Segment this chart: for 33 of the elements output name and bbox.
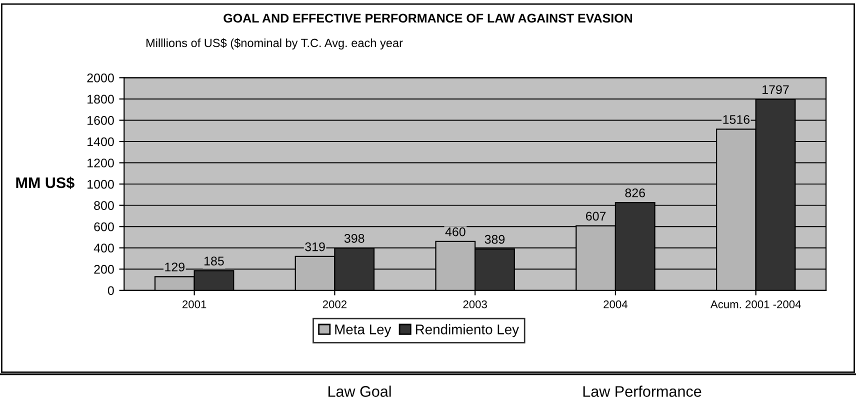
y-tick-label: 800	[94, 201, 114, 210]
chart-title: GOAL AND EFFECTIVE PERFORMANCE OF LAW AGAINST EVASION	[224, 14, 632, 23]
chart-subtitle: Milllions of US$ ($nominal by T.C. Avg. each year	[146, 38, 403, 50]
data-label: 185	[204, 256, 224, 266]
x-tick-label: 2002	[322, 300, 346, 308]
data-label: 1516	[723, 115, 750, 124]
y-tick-label: 1800	[88, 94, 114, 104]
data-label: 389	[484, 234, 505, 244]
data-label: 319	[305, 242, 325, 252]
y-axis-title: MM US$	[16, 176, 74, 190]
legend-label: Rendimiento Ley	[416, 324, 520, 338]
data-label: 129	[165, 262, 184, 272]
y-tick-label: 1200	[88, 158, 114, 168]
data-label: 398	[344, 234, 364, 243]
data-label: 460	[445, 227, 466, 236]
data-label: 607	[586, 212, 606, 221]
data-label: 1797	[762, 85, 789, 94]
text: Law Performance	[583, 386, 702, 397]
x-tick-label: 2003	[463, 300, 487, 308]
text: Law Goal	[328, 386, 391, 397]
y-tick-label: 1600	[88, 116, 114, 125]
y-tick-label: 1400	[88, 137, 114, 146]
legend-label: Meta Ley	[335, 324, 392, 338]
x-tick-label: 2004	[604, 300, 628, 308]
y-tick-label: 0	[108, 286, 114, 296]
y-tick-label: 400	[94, 244, 114, 253]
x-tick-label: Acum. 2001 -2004	[710, 300, 801, 308]
y-tick-label: 2000	[87, 74, 114, 82]
y-tick-label: 1000	[88, 180, 114, 189]
x-tick-label: 2001	[182, 300, 206, 308]
y-tick-label: 600	[94, 222, 114, 232]
data-label: 826	[625, 188, 645, 198]
y-tick-label: 200	[94, 264, 114, 274]
